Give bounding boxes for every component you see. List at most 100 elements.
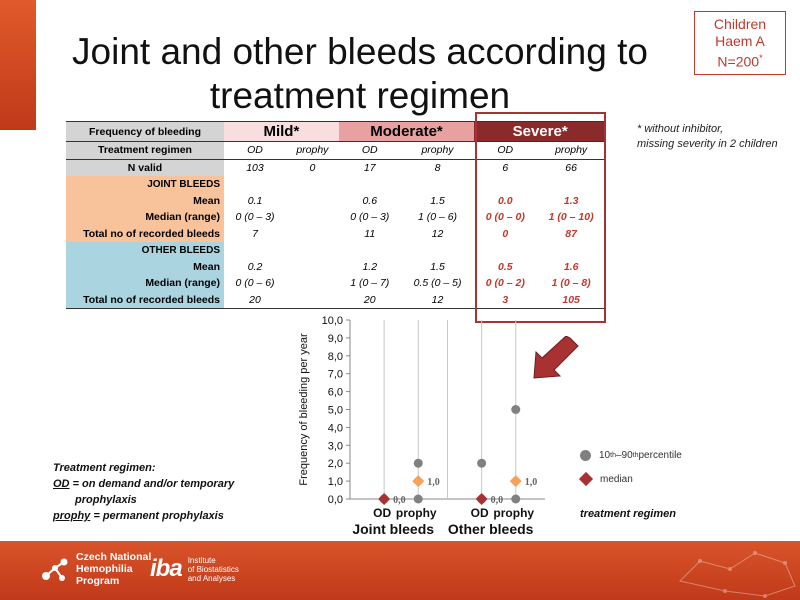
table-row: Median (range) 0 (0 – 3) 0 (0 – 3) 1 (0 … [66, 209, 606, 226]
table-cell: 20 [224, 291, 286, 309]
x-tick-label-prophy: prophy [396, 506, 437, 520]
x-axis-title: treatment regimen [580, 508, 676, 520]
row-label: Total no of recorded bleeds [66, 225, 224, 242]
row-label: Total no of recorded bleeds [66, 291, 224, 309]
table-row: N valid 103 0 17 8 6 66 [66, 159, 606, 176]
table-cell: 0 (0 – 3) [235, 211, 275, 224]
table-cell: 0.2 [247, 260, 263, 273]
table-cell: 3 [474, 291, 537, 309]
footer-bar: Czech National Hemophilia Program iba In… [0, 541, 800, 600]
category-moderate: Moderate* [338, 121, 475, 142]
table-row: Treatment regimen OD prophy OD prophy OD… [66, 141, 606, 160]
y-tick-label: 6,0 [328, 387, 343, 399]
table-row: Total no of recorded bleeds 7 11 12 0 87 [66, 225, 606, 243]
cohort-line1: Children [713, 16, 767, 32]
median-label: 1,0 [525, 477, 538, 488]
x-tick-label-od: OD [373, 506, 391, 520]
x-tick-label-od: OD [471, 506, 489, 520]
table-cell: 1 (0 – 10) [548, 211, 594, 224]
table-row: OTHER BLEEDS [66, 242, 606, 259]
row-label: Median (range) [66, 275, 224, 292]
table-cell: 7 [252, 227, 258, 240]
table-cell: prophy [400, 141, 475, 160]
regimen-note: Treatment regimen: OD = on demand and/or… [53, 460, 234, 524]
median-label: 0,0 [491, 495, 504, 506]
table-cell: OD [338, 141, 401, 160]
table-cell: OD [224, 141, 286, 160]
y-tick-label: 7,0 [328, 369, 343, 381]
table-cell: 1 (0 – 6) [417, 211, 458, 224]
table-cell [286, 209, 339, 226]
median-point-prophy [509, 475, 522, 488]
median-point-prophy [412, 475, 425, 488]
table-cell: 1.3 [563, 194, 579, 207]
y-tick-label: 9,0 [328, 333, 343, 345]
y-tick-label: 8,0 [328, 351, 343, 363]
percentile-point [413, 494, 423, 504]
row-label: Median (range) [66, 209, 224, 226]
row-label: Mean [66, 192, 224, 209]
table-row: Mean 0.2 1.2 1.5 0.5 1.6 [66, 258, 606, 276]
table-cell: 1 (0 – 8) [551, 277, 591, 290]
table-cell: 1 (0 – 7) [350, 277, 390, 290]
table-cell: 0 [309, 161, 316, 174]
table-cell: OD [474, 141, 537, 160]
y-tick-label: 0,0 [328, 494, 343, 506]
table-cell: prophy [285, 141, 339, 160]
table-cell: 1.5 [430, 194, 445, 207]
table-cell: 0.5 [497, 260, 513, 273]
table-cell [286, 275, 339, 292]
percentile-point [477, 458, 487, 468]
y-tick-label: 4,0 [328, 422, 343, 434]
table-cell: 0 (0 – 6) [235, 277, 275, 290]
section-label: JOINT BLEEDS [66, 176, 224, 193]
y-tick-label: 10,0 [322, 315, 343, 327]
cohort-box: Children Haem A N=200* [694, 11, 786, 75]
table-cell: 0 (0 – 3) [350, 211, 390, 224]
footnote-line2: missing severity in 2 children [637, 138, 778, 150]
y-tick-label: 2,0 [328, 458, 343, 470]
row-label: Frequency of bleeding [66, 121, 224, 142]
cohort-line2: Haem A [715, 33, 765, 49]
table-cell: 12 [400, 291, 475, 309]
median-label: 0,0 [393, 495, 406, 506]
table-cell: 17 [363, 161, 376, 174]
table-row: Mean 0.1 0.6 1.5 0.0 1.3 [66, 192, 606, 209]
row-label: N valid [66, 159, 224, 176]
table-cell: 1.2 [362, 260, 378, 273]
table-cell: 103 [246, 161, 264, 174]
category-mild: Mild* [224, 121, 339, 142]
table-cell [286, 226, 339, 243]
table-cell: 0 [502, 227, 509, 240]
median-diamond-icon [578, 471, 594, 487]
table-cell: 87 [565, 227, 577, 240]
percentile-point [413, 458, 423, 468]
group-label: Joint bleeds [352, 521, 434, 537]
footnote: * without inhibitor, missing severity in… [637, 122, 797, 152]
percentile-point [511, 405, 521, 414]
row-label: Treatment regimen [66, 141, 224, 160]
y-tick-label: 5,0 [328, 405, 343, 417]
table-cell: prophy [536, 141, 606, 160]
x-tick-label-prophy: prophy [493, 506, 534, 520]
median-point-od [378, 493, 391, 505]
iba-logo: iba Institute of Biostatistics and Analy… [150, 555, 239, 583]
category-severe: Severe* [474, 121, 606, 142]
table-cell: 0.5 (0 – 5) [413, 277, 462, 290]
section-label: OTHER BLEEDS [66, 242, 224, 259]
table-cell: 0.1 [247, 194, 263, 207]
table-cell [286, 259, 339, 276]
y-tick-label: 1,0 [328, 476, 343, 488]
median-label: 1,0 [427, 477, 440, 488]
regimen-od-cont: prophylaxis [75, 494, 137, 506]
table-cell: 0 (0 – 2) [485, 277, 525, 290]
table-cell: 1.6 [563, 260, 579, 273]
table-row: Median (range) 0 (0 – 6) 1 (0 – 7) 0.5 (… [66, 275, 606, 292]
table-cell: 66 [565, 161, 577, 174]
table-row: Total no of recorded bleeds 20 20 12 3 1… [66, 291, 606, 309]
network-map-decoration [679, 551, 796, 598]
footnote-line1: * without inhibitor, [637, 123, 724, 135]
percentile-dot-icon [580, 449, 591, 461]
